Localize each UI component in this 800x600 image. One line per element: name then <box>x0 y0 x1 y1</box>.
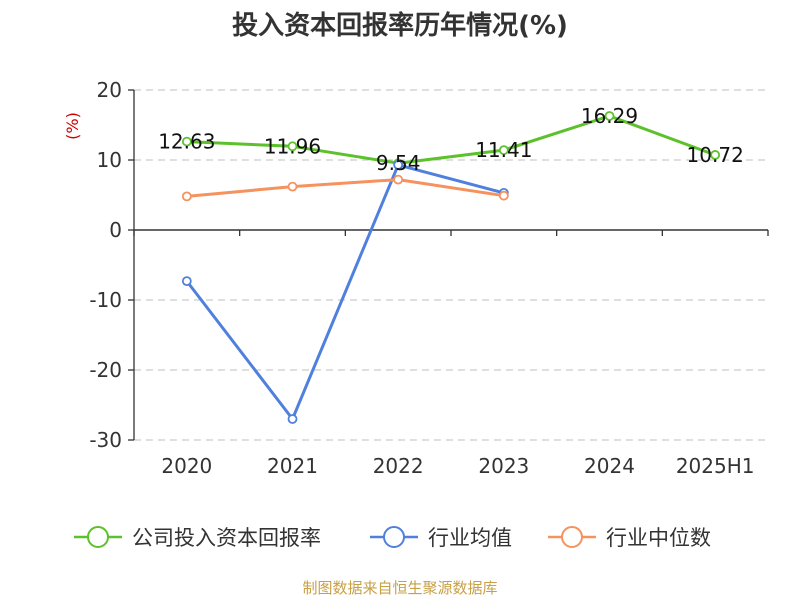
x-tick-label: 2020 <box>161 454 212 478</box>
x-tick-label: 2021 <box>267 454 318 478</box>
y-tick-label: -10 <box>89 288 122 312</box>
data-label: 16.29 <box>581 104 638 128</box>
series-line <box>186 114 716 165</box>
legend-label: 公司投入资本回报率 <box>132 526 321 550</box>
data-point <box>710 150 721 160</box>
legend-label: 行业中位数 <box>606 526 711 550</box>
grid-layer <box>134 89 768 441</box>
axis-layer: 20 10 0 -10 -20 -30 2020 2021 2022 2023 2024 2025H1 <box>89 78 769 478</box>
series-line <box>185 163 505 421</box>
data-point <box>181 276 192 287</box>
legend: 公司投入资本回报率 行业均值 行业中位数 <box>74 526 711 550</box>
data-point <box>498 145 509 156</box>
x-tick-label: 2025H1 <box>676 454 755 478</box>
y-tick-label: 10 <box>97 148 122 172</box>
data-label: 9.54 <box>376 151 421 175</box>
y-tick-label: 20 <box>97 78 122 102</box>
y-tick-label: 0 <box>109 218 122 242</box>
data-point <box>393 159 404 170</box>
data-label: 10.72 <box>687 143 744 167</box>
x-tick-label: 2023 <box>478 454 529 478</box>
data-point <box>181 191 192 202</box>
x-tick-label: 2022 <box>373 454 424 478</box>
legend-circle-marker <box>383 526 405 548</box>
data-point <box>393 174 404 185</box>
data-label: 11.96 <box>264 134 321 158</box>
series-line <box>186 178 505 198</box>
y-axis-unit-label: (%) <box>63 112 82 140</box>
data-point <box>287 141 298 152</box>
data-point <box>498 190 509 201</box>
y-tick-label: -20 <box>89 358 122 382</box>
y-tick-label: -30 <box>89 428 122 452</box>
data-point <box>287 414 298 424</box>
source-note: 制图数据来自恒生聚源数据库 <box>302 579 497 597</box>
data-label: 12.63 <box>158 130 215 154</box>
x-tick-label: 2024 <box>584 454 635 478</box>
data-label: 11.41 <box>475 138 532 162</box>
legend-circle-marker <box>561 526 583 548</box>
legend-circle-marker <box>87 526 109 548</box>
data-point <box>604 111 615 121</box>
series-layer <box>181 111 721 424</box>
data-point <box>287 181 298 192</box>
data-label-layer: 12.63 11.96 9.54 11.41 16.29 10.72 <box>158 104 744 175</box>
data-point <box>181 136 192 147</box>
chart-title: 投入资本回报率历年情况(%) <box>232 10 568 41</box>
legend-label: 行业均值 <box>428 526 512 550</box>
